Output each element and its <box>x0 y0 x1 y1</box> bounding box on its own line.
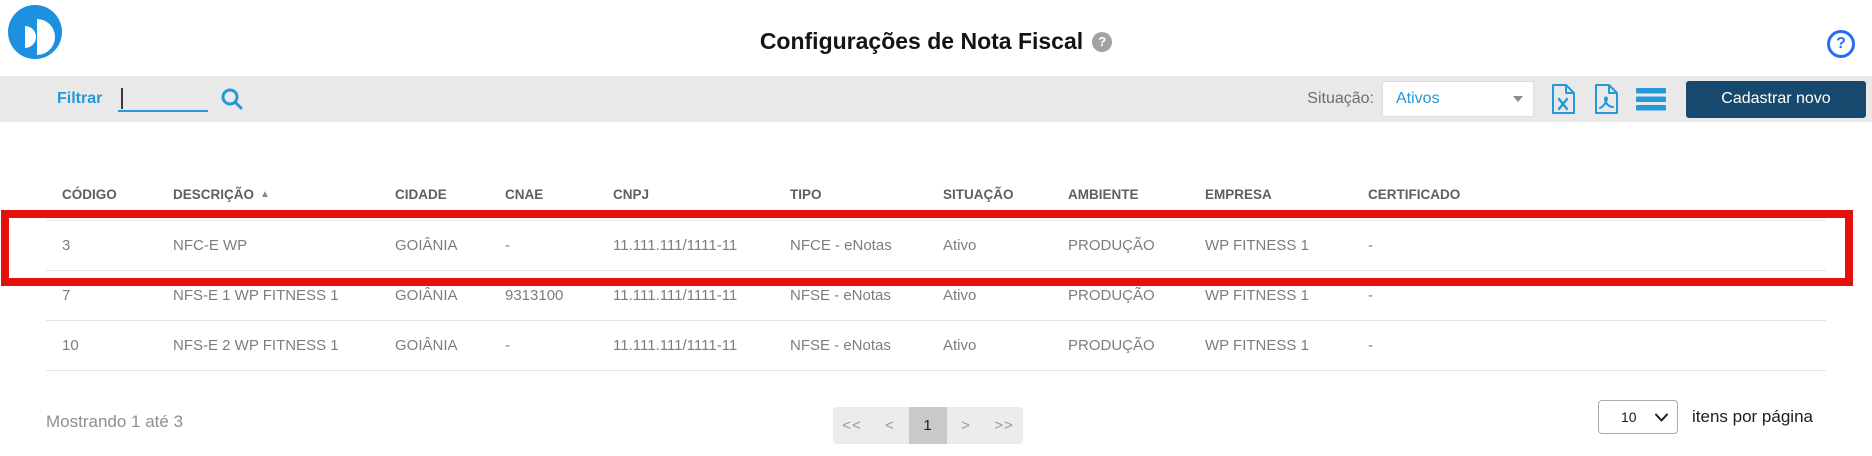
cell-certificado: - <box>1368 236 1373 254</box>
cadastrar-novo-button[interactable]: Cadastrar novo <box>1686 80 1866 118</box>
column-header-certificado[interactable]: CERTIFICADO <box>1368 187 1461 203</box>
cell-cnpj: 11.111.111/1111-11 <box>613 336 738 354</box>
chevron-down-icon <box>1513 96 1523 102</box>
page-title: Configurações de Nota Fiscal <box>759 28 1084 54</box>
situacao-label: Situação: <box>1307 90 1374 107</box>
filter-input[interactable] <box>118 86 209 112</box>
cell-tipo: NFCE - eNotas <box>790 236 892 254</box>
pagination: << < 1 > >> <box>833 407 1023 444</box>
sort-asc-icon: ▲ <box>260 189 270 201</box>
cell-cnpj: 11.111.111/1111-11 <box>613 286 738 304</box>
column-header-cnpj[interactable]: CNPJ <box>613 187 650 203</box>
cell-tipo: NFSE - eNotas <box>790 336 891 354</box>
pagination-current-page[interactable]: 1 <box>909 407 947 444</box>
cell-descricao: NFS-E 1 WP FITNESS 1 <box>173 286 339 304</box>
pagination-next-button[interactable]: > <box>961 417 971 434</box>
column-header-codigo[interactable]: CÓDIGO <box>62 187 117 203</box>
cell-situacao: Ativo <box>943 336 977 354</box>
table-row[interactable]: 7 NFS-E 1 WP FITNESS 1 GOIÂNIA 9313100 1… <box>46 270 1826 320</box>
chevron-down-icon <box>1655 413 1668 422</box>
cell-cidade: GOIÂNIA <box>395 336 458 354</box>
pagination-last-button[interactable]: >> <box>994 417 1014 434</box>
fast-forward-icon <box>8 5 62 59</box>
column-header-descricao[interactable]: DESCRIÇÃO ▲ <box>173 187 270 203</box>
list-view-icon[interactable] <box>1636 87 1666 112</box>
situacao-select[interactable]: Ativos <box>1382 81 1534 117</box>
column-header-tipo[interactable]: TIPO <box>790 187 822 203</box>
cell-certificado: - <box>1368 336 1373 354</box>
filter-label: Filtrar <box>57 90 103 107</box>
showing-count-text: Mostrando 1 até 3 <box>46 412 184 431</box>
cell-cnae: - <box>505 336 510 354</box>
export-excel-icon[interactable] <box>1550 83 1577 115</box>
situacao-selected-value: Ativos <box>1396 90 1440 107</box>
cell-codigo: 3 <box>62 236 71 254</box>
column-header-empresa[interactable]: EMPRESA <box>1205 187 1272 203</box>
support-help-icon[interactable]: ? <box>1827 30 1855 58</box>
table-header-row: CÓDIGO DESCRIÇÃO ▲ CIDADE CNAE CNPJ TIPO … <box>46 170 1826 220</box>
column-header-situacao[interactable]: SITUAÇÃO <box>943 187 1014 203</box>
cell-cnae: 9313100 <box>505 286 564 304</box>
cell-empresa: WP FITNESS 1 <box>1205 236 1309 254</box>
cell-cidade: GOIÂNIA <box>395 236 458 254</box>
cell-codigo: 7 <box>62 286 71 304</box>
page-header: Configurações de Nota Fiscal ? <box>0 28 1872 55</box>
page-size-value: 10 <box>1621 409 1637 425</box>
config-table: CÓDIGO DESCRIÇÃO ▲ CIDADE CNAE CNPJ TIPO … <box>46 170 1826 371</box>
cell-situacao: Ativo <box>943 236 977 254</box>
app-logo[interactable] <box>8 5 62 59</box>
pagination-first-button[interactable]: << <box>842 417 862 434</box>
table-row[interactable]: 3 NFC-E WP GOIÂNIA - 11.111.111/1111-11 … <box>46 220 1826 270</box>
cell-tipo: NFSE - eNotas <box>790 286 891 304</box>
cell-ambiente: PRODUÇÃO <box>1068 236 1155 254</box>
cell-certificado: - <box>1368 286 1373 304</box>
search-icon[interactable] <box>220 87 244 111</box>
cell-situacao: Ativo <box>943 286 977 304</box>
page-size-label: itens por página <box>1692 407 1813 426</box>
column-header-ambiente[interactable]: AMBIENTE <box>1068 187 1139 203</box>
cell-codigo: 10 <box>62 336 79 354</box>
export-pdf-icon[interactable] <box>1593 83 1620 115</box>
page-size-select[interactable]: 10 <box>1598 400 1678 434</box>
text-cursor <box>121 88 123 109</box>
table-row[interactable]: 10 NFS-E 2 WP FITNESS 1 GOIÂNIA - 11.111… <box>46 320 1826 370</box>
cell-empresa: WP FITNESS 1 <box>1205 286 1309 304</box>
cell-cnpj: 11.111.111/1111-11 <box>613 236 738 254</box>
cell-descricao: NFC-E WP <box>173 236 248 254</box>
cell-descricao: NFS-E 2 WP FITNESS 1 <box>173 336 339 354</box>
cell-cidade: GOIÂNIA <box>395 286 458 304</box>
cell-ambiente: PRODUÇÃO <box>1068 336 1155 354</box>
cell-empresa: WP FITNESS 1 <box>1205 336 1309 354</box>
cell-ambiente: PRODUÇÃO <box>1068 286 1155 304</box>
filter-toolbar: Filtrar Situação: Ativos <box>0 76 1872 122</box>
pagination-prev-button[interactable]: < <box>885 417 895 434</box>
column-header-cidade[interactable]: CIDADE <box>395 187 447 203</box>
column-header-cnae[interactable]: CNAE <box>505 187 544 203</box>
cell-cnae: - <box>505 236 510 254</box>
title-help-icon[interactable]: ? <box>1092 31 1113 52</box>
